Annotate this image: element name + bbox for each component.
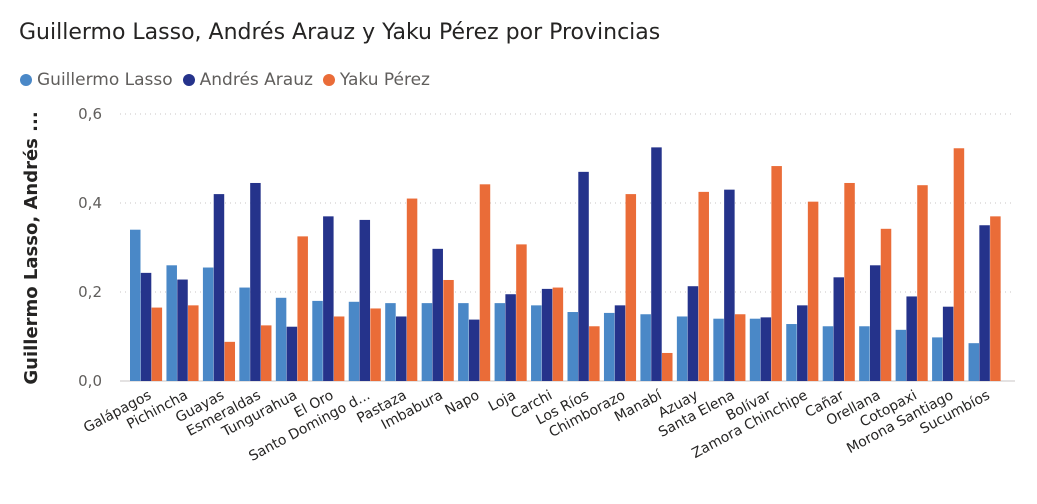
bar-lasso[interactable] — [676, 316, 688, 381]
bar-lasso[interactable] — [130, 229, 141, 381]
bar-arauz[interactable] — [906, 296, 917, 381]
bar-lasso[interactable] — [640, 314, 651, 381]
bar-arauz[interactable] — [760, 317, 772, 381]
bar-lasso[interactable] — [859, 326, 870, 381]
bar-perez[interactable] — [990, 216, 1001, 381]
bar-lasso[interactable] — [312, 300, 323, 381]
bar-perez[interactable] — [771, 166, 782, 381]
bar-lasso[interactable] — [713, 318, 724, 381]
bar-arauz[interactable] — [396, 316, 407, 381]
bar-perez[interactable] — [807, 201, 819, 381]
legend-item-lasso[interactable]: Guillermo Lasso — [20, 70, 173, 90]
bar-perez[interactable] — [880, 228, 892, 381]
bar-lasso[interactable] — [275, 297, 287, 381]
bar-arauz[interactable] — [286, 326, 298, 381]
bar-lasso[interactable] — [822, 326, 834, 381]
bar-arauz[interactable] — [614, 305, 626, 381]
legend-item-perez[interactable]: Yaku Pérez — [322, 70, 430, 90]
bar-lasso[interactable] — [166, 265, 177, 381]
bar-perez[interactable] — [443, 279, 454, 381]
bar-arauz[interactable] — [833, 277, 845, 381]
bar-arauz[interactable] — [979, 225, 990, 381]
bar-perez[interactable] — [589, 326, 600, 381]
bar-arauz[interactable] — [687, 286, 699, 381]
bar-arauz[interactable] — [250, 182, 261, 381]
y-tick-label: 0,6 — [78, 105, 102, 123]
x-tick-label: Napo — [442, 387, 482, 418]
bar-perez[interactable] — [333, 316, 345, 381]
bar-lasso[interactable] — [603, 312, 615, 381]
bar-arauz[interactable] — [213, 194, 225, 381]
bar-arauz[interactable] — [323, 216, 334, 381]
bar-perez[interactable] — [260, 325, 272, 381]
bar-perez[interactable] — [224, 341, 236, 381]
bar-lasso[interactable] — [348, 301, 360, 381]
bar-arauz[interactable] — [651, 147, 662, 381]
bar-lasso[interactable] — [567, 312, 579, 381]
bar-lasso[interactable] — [932, 337, 943, 381]
legend-item-arauz[interactable]: Andrés Arauz — [182, 70, 313, 90]
bar-lasso[interactable] — [968, 343, 980, 381]
legend-dot-icon — [322, 74, 335, 86]
legend-label: Andrés Arauz — [199, 70, 313, 90]
bar-lasso[interactable] — [202, 267, 214, 381]
bar-arauz[interactable] — [869, 265, 881, 381]
bar-lasso[interactable] — [458, 303, 469, 381]
bar-lasso[interactable] — [786, 324, 797, 381]
y-tick-label: 0,2 — [78, 283, 102, 301]
bar-perez[interactable] — [188, 305, 199, 381]
bar-arauz[interactable] — [797, 305, 808, 381]
bar-perez[interactable] — [479, 184, 491, 381]
bar-arauz[interactable] — [468, 319, 480, 381]
bar-perez[interactable] — [953, 148, 965, 381]
bar-lasso[interactable] — [239, 287, 250, 381]
bar-arauz[interactable] — [140, 272, 152, 381]
y-axis-title: Guillermo Lasso, Andrés ... — [21, 111, 42, 384]
bar-lasso[interactable] — [749, 318, 761, 381]
y-tick-label: 0,4 — [78, 194, 102, 212]
bar-perez[interactable] — [370, 308, 381, 381]
legend-label: Yaku Pérez — [339, 70, 430, 90]
bar-perez[interactable] — [698, 191, 709, 381]
bar-lasso[interactable] — [421, 303, 433, 381]
bar-arauz[interactable] — [505, 294, 516, 381]
bar-lasso[interactable] — [494, 303, 506, 381]
bar-perez[interactable] — [734, 314, 746, 381]
bar-arauz[interactable] — [359, 219, 371, 381]
legend: Guillermo Lasso Andrés Arauz Yaku Pérez — [20, 68, 440, 92]
bar-perez[interactable] — [406, 198, 418, 381]
bar-perez[interactable] — [844, 182, 855, 381]
bar-perez[interactable] — [625, 194, 637, 381]
bar-perez[interactable] — [662, 352, 673, 381]
bar-perez[interactable] — [297, 236, 308, 381]
bar-lasso[interactable] — [385, 303, 396, 381]
bar-arauz[interactable] — [578, 171, 589, 381]
bar-arauz[interactable] — [541, 288, 553, 381]
legend-dot-icon — [20, 74, 32, 86]
legend-dot-icon — [182, 74, 195, 86]
bar-lasso[interactable] — [531, 305, 542, 381]
chart-title: Guillermo Lasso, Andrés Arauz y Yaku Pér… — [19, 20, 661, 45]
bar-arauz[interactable] — [177, 279, 188, 381]
bar-arauz[interactable] — [942, 306, 954, 381]
bar-arauz[interactable] — [432, 248, 443, 381]
bar-arauz[interactable] — [724, 189, 735, 381]
bar-perez[interactable] — [516, 244, 527, 381]
bar-lasso[interactable] — [895, 329, 907, 381]
bar-perez[interactable] — [151, 307, 163, 381]
bar-perez[interactable] — [552, 287, 564, 381]
legend-label: Guillermo Lasso — [37, 70, 173, 90]
bar-perez[interactable] — [917, 185, 928, 381]
y-tick-label: 0,0 — [78, 372, 102, 390]
